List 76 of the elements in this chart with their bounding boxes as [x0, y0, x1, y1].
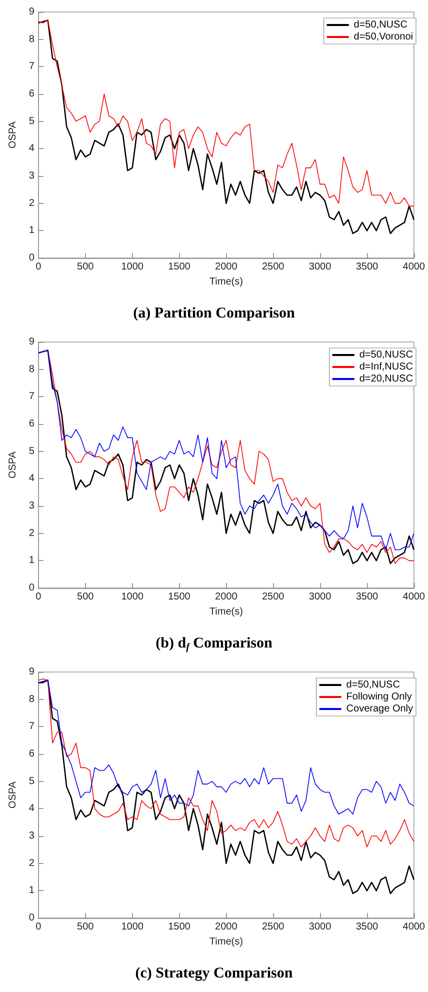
y-tick-label: 4: [28, 473, 35, 484]
x-axis-title: Time(s): [209, 606, 243, 618]
x-axis-title: Time(s): [209, 276, 243, 288]
line-series: [38, 680, 414, 815]
x-tick-label: 4000: [402, 262, 426, 272]
x-tick-label: 3500: [356, 592, 379, 602]
y-tick-label: 4: [28, 803, 35, 814]
y-tick-label: 3: [28, 170, 35, 182]
y-tick-label: 8: [28, 364, 35, 375]
legend-label: d=20,NUSC: [359, 374, 414, 384]
x-tick-label: 1000: [121, 262, 144, 272]
y-tick-label: 3: [28, 500, 35, 512]
x-tick-label: 500: [77, 922, 94, 932]
legend-label: Coverage Only: [346, 704, 414, 714]
y-tick-label: 8: [28, 34, 35, 45]
x-tick-label: 1000: [121, 922, 144, 932]
y-tick-label: 5: [28, 776, 35, 787]
legend-label: d=Inf,NUSC: [359, 362, 414, 372]
x-tick-label: 2500: [262, 262, 285, 272]
x-tick-label: 500: [77, 262, 94, 272]
line-series: [38, 680, 415, 894]
legend-label: d=50,Voronoi: [354, 32, 413, 42]
x-tick-label: 3000: [308, 922, 332, 932]
text: (c) Strategy Comparison: [135, 966, 294, 982]
y-tick-label: 2: [28, 858, 35, 869]
x-tick-label: 1000: [121, 592, 144, 602]
x-tick-label: 2000: [215, 262, 238, 272]
y-axis-title: OSPA: [8, 781, 18, 809]
y-tick-label: 6: [28, 88, 35, 100]
x-tick-label: 1500: [168, 262, 191, 272]
legend-label: d=50,NUSC: [359, 350, 414, 360]
y-axis-title: OSPA: [8, 451, 18, 479]
y-tick-label: 0: [28, 582, 35, 594]
y-tick-label: 1: [28, 225, 35, 236]
y-axis-title: OSPA: [8, 121, 18, 149]
y-tick-label: 0: [28, 252, 35, 264]
x-tick-label: 2500: [262, 922, 285, 932]
y-tick-label: 7: [28, 721, 35, 732]
line-series: [38, 678, 414, 848]
x-tick-label: 500: [77, 592, 94, 602]
y-tick-label: 5: [28, 116, 35, 127]
x-tick-label: 2000: [215, 592, 238, 602]
legend-label: Following Only: [346, 692, 412, 702]
x-tick-label: 2000: [215, 922, 238, 932]
x-tick-label: 3000: [308, 262, 332, 272]
x-tick-label: 4000: [402, 592, 426, 602]
y-tick-label: 8: [28, 694, 35, 705]
y-tick-label: 6: [28, 748, 35, 760]
x-tick-label: 0: [36, 922, 42, 932]
y-tick-label: 5: [28, 446, 35, 457]
y-tick-label: 3: [28, 830, 35, 842]
legend-label: d=50,NUSC: [354, 20, 408, 30]
x-tick-label: 0: [36, 262, 42, 272]
legend-label: d=50,NUSC: [346, 680, 400, 690]
y-tick-label: 7: [28, 61, 35, 72]
y-tick-label: 0: [28, 912, 35, 924]
y-tick-label: 4: [28, 143, 35, 154]
x-tick-label: 4000: [402, 922, 426, 932]
x-tick-label: 3500: [356, 262, 379, 272]
y-tick-label: 6: [28, 418, 35, 430]
text: (a) Partition Comparison: [133, 306, 296, 322]
y-tick-label: 7: [28, 391, 35, 402]
x-tick-label: 1500: [168, 592, 191, 602]
x-tick-label: 3000: [308, 592, 332, 602]
x-tick-label: 3500: [356, 922, 379, 932]
x-tick-label: 2500: [262, 592, 285, 602]
x-axis-title: Time(s): [209, 936, 243, 948]
y-tick-label: 1: [28, 885, 35, 896]
y-tick-label: 9: [28, 6, 35, 18]
x-tick-label: 1500: [168, 922, 191, 932]
y-tick-label: 9: [28, 336, 35, 348]
y-tick-label: 1: [28, 555, 35, 566]
y-tick-label: 9: [28, 666, 35, 678]
y-tick-label: 2: [28, 528, 35, 539]
y-tick-label: 2: [28, 198, 35, 209]
x-tick-label: 0: [36, 592, 42, 602]
